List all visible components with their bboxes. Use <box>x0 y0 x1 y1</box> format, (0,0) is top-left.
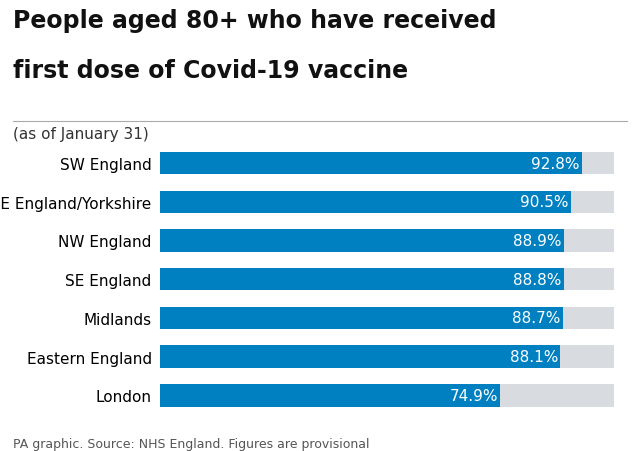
Text: 88.9%: 88.9% <box>513 234 562 249</box>
Text: 88.7%: 88.7% <box>513 311 561 326</box>
Bar <box>160 152 614 175</box>
Text: PA graphic. Source: NHS England. Figures are provisional: PA graphic. Source: NHS England. Figures… <box>13 437 369 451</box>
Bar <box>160 346 614 368</box>
Bar <box>160 152 582 175</box>
Bar <box>160 307 563 330</box>
Bar <box>160 230 614 252</box>
Bar <box>160 230 564 252</box>
Text: 88.1%: 88.1% <box>509 350 558 364</box>
Text: 88.8%: 88.8% <box>513 272 561 287</box>
Bar <box>160 384 500 407</box>
Bar <box>160 307 614 330</box>
Bar <box>160 268 614 291</box>
Text: 74.9%: 74.9% <box>449 388 498 403</box>
Text: 92.8%: 92.8% <box>531 156 579 171</box>
Text: (as of January 31): (as of January 31) <box>13 126 148 141</box>
Text: People aged 80+ who have received: People aged 80+ who have received <box>13 9 496 33</box>
Bar <box>160 346 561 368</box>
Text: 90.5%: 90.5% <box>520 195 569 210</box>
Text: first dose of Covid-19 vaccine: first dose of Covid-19 vaccine <box>13 59 408 83</box>
Bar <box>160 191 572 213</box>
Bar <box>160 384 614 407</box>
Bar <box>160 191 614 213</box>
Bar <box>160 268 563 291</box>
